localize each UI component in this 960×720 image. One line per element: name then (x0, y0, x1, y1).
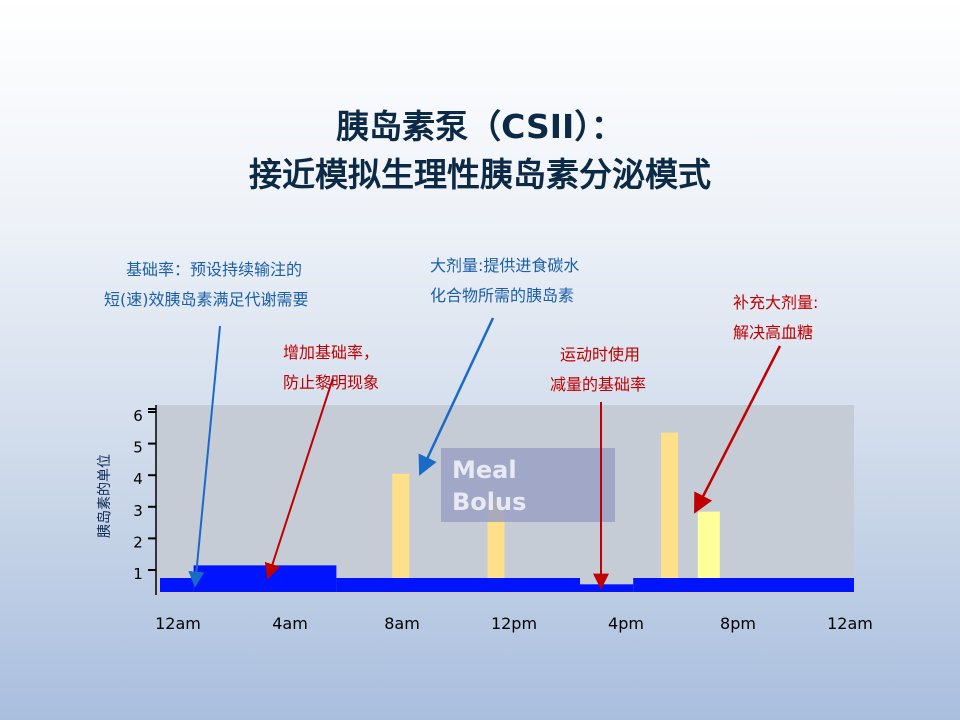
y-tick-label: 2 (133, 533, 143, 551)
x-tick-label: 12am (827, 614, 873, 633)
arrow-increase-basal (264, 377, 334, 580)
arrow-correction-bolus (693, 345, 782, 514)
bolus-bar-breakfast (392, 473, 410, 578)
annotation-meal-bolus: 大剂量:提供进食碳水 化合物所需的胰岛素 (430, 251, 579, 311)
annotation-basal-rate: 基础率：预设持续输注的 (126, 255, 302, 285)
annotation-exercise-basal-2: 减量的基础率 (550, 370, 646, 400)
annotation-increase-line-1: 增加基础率， (283, 343, 380, 362)
x-tick-label: 8pm (720, 614, 756, 633)
basal-step-1 (193, 565, 337, 592)
annotation-basal-line-2: 短(速)效胰岛素满足代谢需要 (104, 290, 309, 309)
y-tick-label: 5 (133, 439, 143, 457)
arrow-basal (188, 325, 221, 588)
bolus-bar-dinner (661, 432, 679, 578)
annotation-exercise-line-1: 运动时使用 (560, 345, 641, 364)
title-line-2: 接近模拟生理性胰岛素分泌模式 (249, 155, 711, 194)
y-tick-label: 3 (133, 502, 143, 520)
axis-layer: 1 2 3 4 5 6 12am 4am 8am 12pm 4pm 8pm 12am (133, 405, 873, 633)
basal-step-0 (160, 578, 194, 592)
y-tick-label: 1 (133, 565, 143, 583)
y-tick-label: 6 (133, 407, 143, 425)
basal-step-2 (336, 578, 580, 592)
meal-bolus-label-box (441, 448, 615, 522)
x-tick-label: 4pm (608, 614, 644, 633)
bolus-bar-correction (697, 511, 720, 578)
annotation-meal-line-1: 大剂量:提供进食碳水 (430, 256, 580, 275)
title-line-1: 胰岛素泵（CSII）： (336, 107, 624, 146)
x-tick-label: 12am (155, 614, 201, 633)
annotation-correction-line-1: 补充大剂量: (733, 293, 819, 312)
annotation-correction-bolus: 补充大剂量: 解决高血糖 (733, 288, 818, 348)
meal-bolus-label-line-1: Meal (452, 456, 517, 484)
y-tick-label: 4 (133, 470, 143, 488)
annotation-exercise-basal: 运动时使用 (560, 340, 640, 370)
annotation-exercise-line-2: 减量的基础率 (550, 375, 647, 394)
meal-bolus-label-line-2: Bolus (452, 488, 526, 516)
basal-step-4 (633, 578, 854, 592)
annotation-meal-line-2: 化合物所需的胰岛素 (430, 286, 575, 305)
x-tick-label: 4am (272, 614, 308, 633)
x-tick-label: 12pm (491, 614, 537, 633)
basal-step-3 (580, 584, 634, 592)
annotation-basal-rate-2: 短(速)效胰岛素满足代谢需要 (104, 285, 309, 315)
annotation-correction-line-2: 解决高血糖 (733, 323, 814, 342)
arrow-meal-bolus (418, 317, 495, 476)
annotation-basal-line-1: 基础率：预设持续输注的 (126, 260, 303, 279)
x-tick-label: 8am (384, 614, 420, 633)
